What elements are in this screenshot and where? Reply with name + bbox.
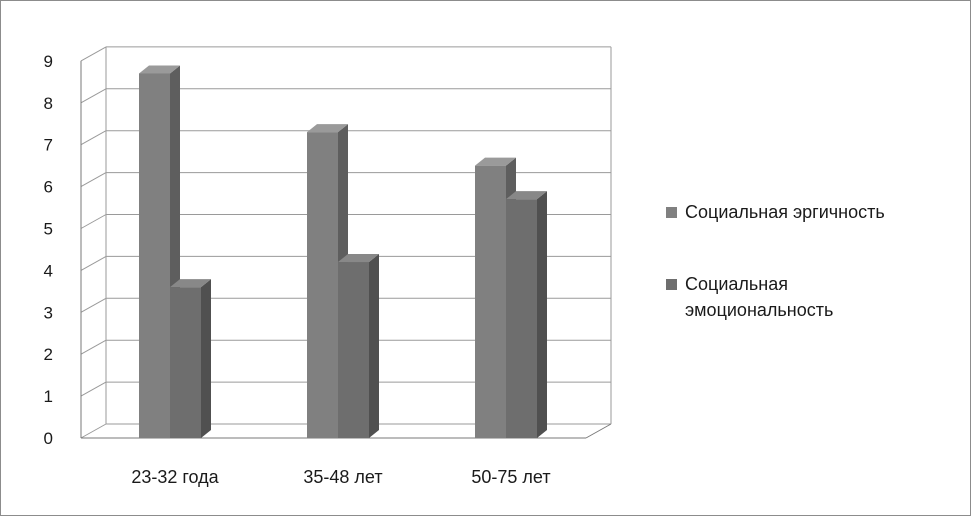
- bar: [475, 165, 506, 438]
- legend-swatch: [666, 207, 677, 218]
- bar-side: [537, 191, 547, 438]
- bar-side: [369, 254, 379, 438]
- y-tick-label: 1: [44, 387, 53, 406]
- gridline-connector: [80, 255, 107, 271]
- x-category-label: 50-75 лет: [471, 467, 550, 487]
- bar: [506, 199, 537, 438]
- y-tick-label: 5: [44, 220, 53, 239]
- bar-top: [506, 191, 547, 200]
- y-tick-label: 4: [44, 261, 53, 280]
- gridline-connector: [80, 423, 107, 439]
- gridline-connector: [80, 130, 107, 146]
- y-tick-label: 6: [44, 178, 53, 197]
- y-tick-label: 8: [44, 94, 53, 113]
- bar-top: [139, 65, 180, 74]
- legend-label: эмоциональность: [685, 300, 833, 320]
- bar-top: [338, 254, 379, 263]
- gridline-connector: [80, 339, 107, 355]
- bar-top: [170, 279, 211, 288]
- bar: [338, 262, 369, 438]
- gridline-connector: [80, 88, 107, 104]
- gridline-connector: [80, 214, 107, 229]
- bar: [139, 73, 170, 438]
- legend-label: Социальная эргичность: [685, 202, 885, 222]
- gridline-connector: [80, 297, 107, 313]
- y-tick-label: 2: [44, 345, 53, 364]
- bar: [170, 287, 201, 438]
- y-tick-label: 7: [44, 136, 53, 155]
- legend-swatch: [666, 279, 677, 290]
- bar-top: [307, 124, 348, 133]
- gridline-connector: [80, 46, 107, 62]
- gridline-connector: [80, 381, 107, 397]
- y-tick-label: 3: [44, 303, 53, 322]
- bar: [307, 132, 338, 438]
- x-category-label: 35-48 лет: [303, 467, 382, 487]
- bar-side: [201, 279, 211, 438]
- legend-label: Социальная: [685, 274, 788, 294]
- bar-top: [475, 157, 516, 166]
- y-tick-label: 9: [44, 52, 53, 71]
- y-tick-label: 0: [44, 429, 53, 448]
- floor-right-edge: [585, 423, 612, 439]
- x-category-label: 23-32 года: [131, 467, 219, 487]
- gridline-connector: [80, 172, 107, 188]
